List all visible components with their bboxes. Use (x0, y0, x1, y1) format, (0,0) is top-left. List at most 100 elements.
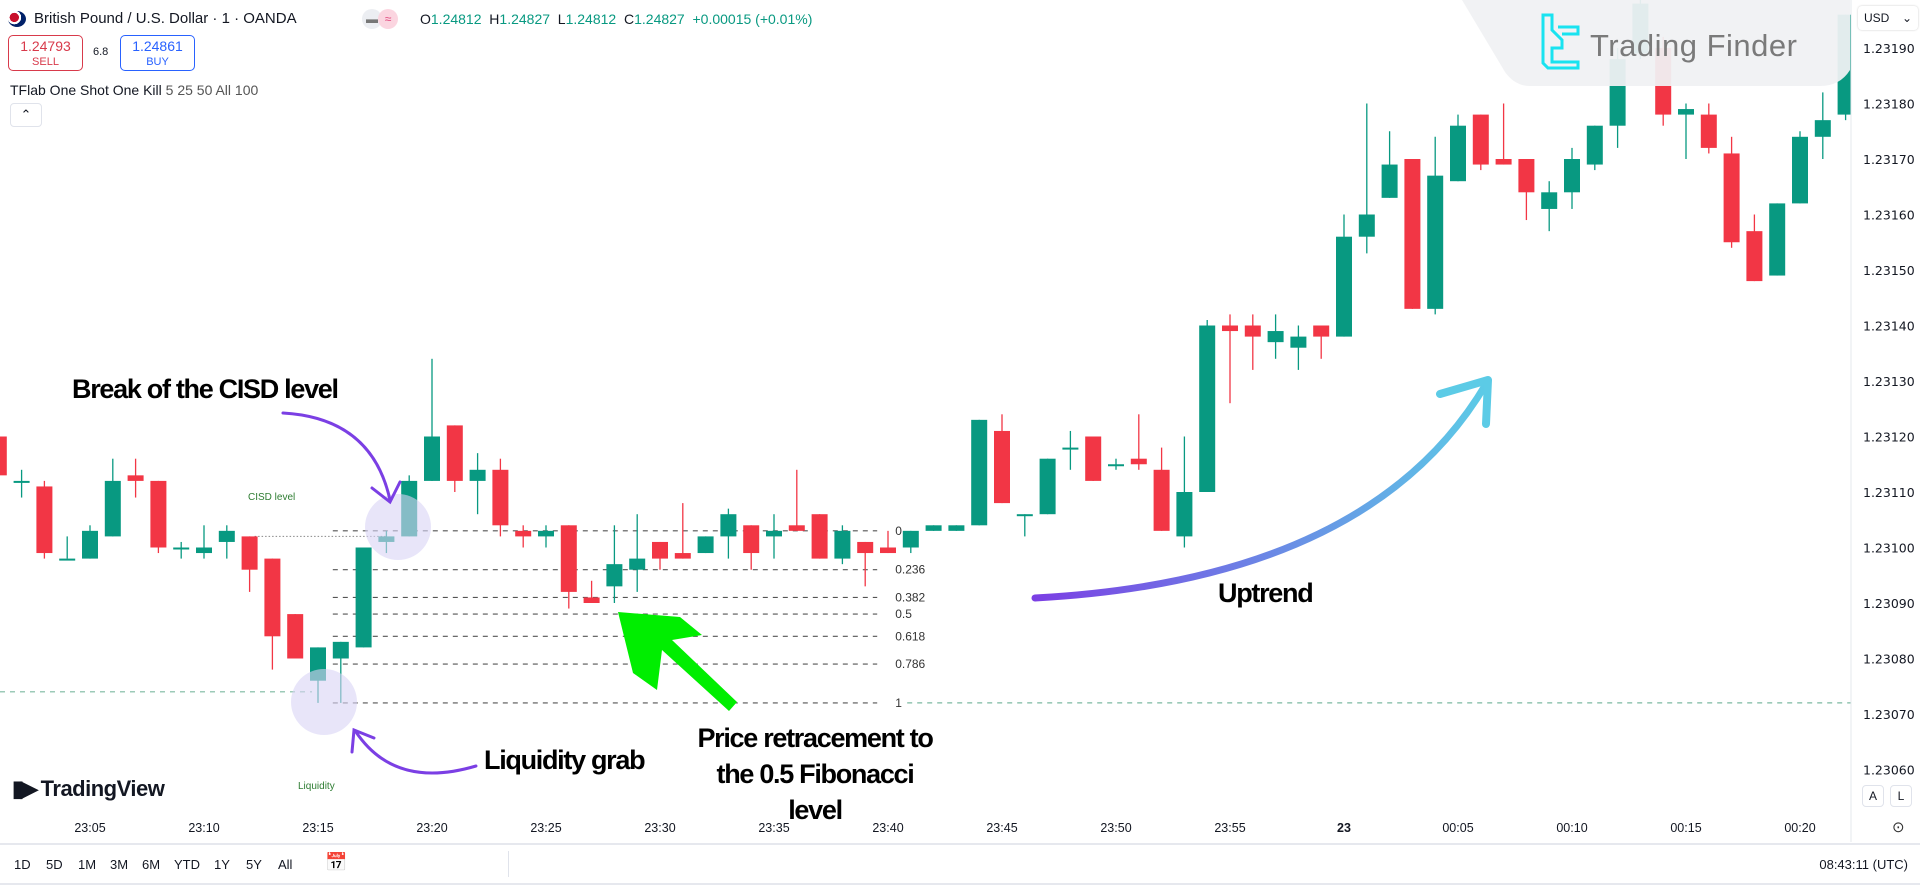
time-tick-label: 23:20 (416, 821, 447, 835)
buy-label: BUY (146, 56, 169, 68)
candle (469, 453, 486, 515)
log-scale-button[interactable]: L (1890, 785, 1912, 807)
candle-body (1450, 125, 1466, 182)
range-button-all[interactable]: All (278, 857, 293, 872)
candle (515, 525, 532, 548)
candle-body (1678, 109, 1694, 115)
candle (446, 425, 463, 492)
candle (1472, 114, 1489, 171)
candle (82, 525, 98, 559)
spread-value: 6.8 (93, 46, 109, 58)
price-tick-label: 1.23080 (1863, 652, 1915, 667)
candle (1700, 103, 1717, 154)
candle-body (1336, 236, 1352, 337)
candle-body (902, 530, 919, 548)
candle (104, 458, 121, 537)
price-tick-label: 1.23120 (1863, 430, 1915, 445)
fib-level-label: 0.5 (895, 607, 912, 621)
auto-scale-button[interactable]: A (1862, 785, 1884, 807)
candle-body (1495, 159, 1512, 165)
time-tick-label: 23:45 (986, 821, 1017, 835)
candle-body (0, 436, 7, 476)
buy-button[interactable]: 1.24861 BUY (120, 35, 195, 71)
sell-price: 1.24793 (20, 38, 71, 54)
range-button-1y[interactable]: 1Y (214, 857, 230, 872)
time-tick-label: 00:20 (1784, 821, 1815, 835)
tradingview-logo[interactable]: ▮▶ TradingView (12, 776, 165, 801)
candle (925, 525, 942, 531)
candle-body (355, 547, 372, 648)
candle (766, 514, 782, 559)
candle-body (13, 480, 30, 483)
candle-body (287, 614, 304, 659)
candle-body (834, 530, 851, 559)
candle (492, 458, 509, 537)
range-button-ytd[interactable]: YTD (174, 857, 200, 872)
indicator-legend[interactable]: TFlab One Shot One Kill 5 25 50 All 100 (10, 82, 259, 98)
settings-icon[interactable]: ⊙ (1892, 819, 1905, 836)
buy-price: 1.24861 (132, 38, 183, 54)
candle (674, 503, 691, 559)
candle (287, 614, 304, 659)
range-button-6m[interactable]: 6M (142, 857, 161, 872)
sell-button[interactable]: 1.24793 SELL (8, 35, 83, 71)
time-tick-label: 00:10 (1556, 821, 1587, 835)
fib-level-label: 0.236 (895, 563, 925, 577)
range-button-5d[interactable]: 5D (46, 857, 63, 872)
fib-level-label: 0.382 (895, 590, 925, 604)
candle-body (1290, 336, 1307, 348)
candle (1564, 147, 1580, 209)
time-tick-label: 23:35 (758, 821, 789, 835)
range-button-1d[interactable]: 1D (14, 857, 31, 872)
candle (1267, 314, 1284, 359)
price-tick-label: 1.23060 (1863, 763, 1915, 778)
liquidity-grab-highlight (291, 669, 357, 735)
time-tick-label: 23:40 (872, 821, 903, 835)
candle-body (1564, 159, 1580, 193)
candle-body (674, 553, 691, 559)
candle (1746, 214, 1763, 282)
wave-icon[interactable]: ≈ (378, 9, 398, 29)
candle-body (538, 530, 554, 537)
candle (1427, 136, 1444, 315)
candle-body (1518, 159, 1535, 193)
candle-body (1358, 214, 1375, 237)
currency-selector[interactable]: USD ⌄ (1858, 6, 1918, 30)
candle-body (1176, 492, 1193, 537)
symbol-title[interactable]: British Pound / U.S. Dollar · 1 · OANDA (34, 10, 297, 27)
candle (355, 547, 372, 648)
uptrend-annotation: Uptrend (1218, 578, 1314, 608)
minus-icon[interactable]: ▬ (362, 9, 382, 29)
price-tick-label: 1.23160 (1863, 208, 1915, 223)
candle (1358, 103, 1375, 254)
time-tick-label: 23 (1337, 821, 1351, 835)
candle (971, 419, 988, 526)
watermark-brand: Trading Finder (1590, 28, 1798, 63)
range-button-1m[interactable]: 1M (78, 857, 97, 872)
candle-body (1313, 325, 1330, 337)
candle (1244, 314, 1261, 370)
candle-body (59, 558, 76, 561)
price-tick-label: 1.23110 (1863, 485, 1915, 500)
candle (1518, 159, 1535, 221)
retracement-arrow (618, 612, 737, 711)
candle-body (1153, 469, 1170, 531)
price-tick-label: 1.23090 (1863, 596, 1915, 611)
range-button-5y[interactable]: 5Y (246, 857, 262, 872)
candle-body (469, 469, 486, 481)
candle (1814, 92, 1831, 159)
collapse-legend-button[interactable]: ⌃ (10, 103, 42, 127)
liquidity-label: Liquidity (298, 781, 335, 792)
fib-level-label: 0 (895, 524, 902, 538)
utc-clock[interactable]: 08:43:11 (UTC) (1819, 857, 1908, 872)
candle (1495, 103, 1512, 165)
uptrend-arrow (1031, 376, 1492, 602)
candle (1313, 325, 1330, 359)
range-button-3m[interactable]: 3M (110, 857, 129, 872)
fib-level-label: 0.786 (895, 657, 925, 671)
goto-date-calendar-icon[interactable]: 📅 (325, 852, 348, 872)
candle-body (1199, 325, 1216, 492)
candle (173, 541, 190, 559)
candle-body (492, 469, 509, 526)
